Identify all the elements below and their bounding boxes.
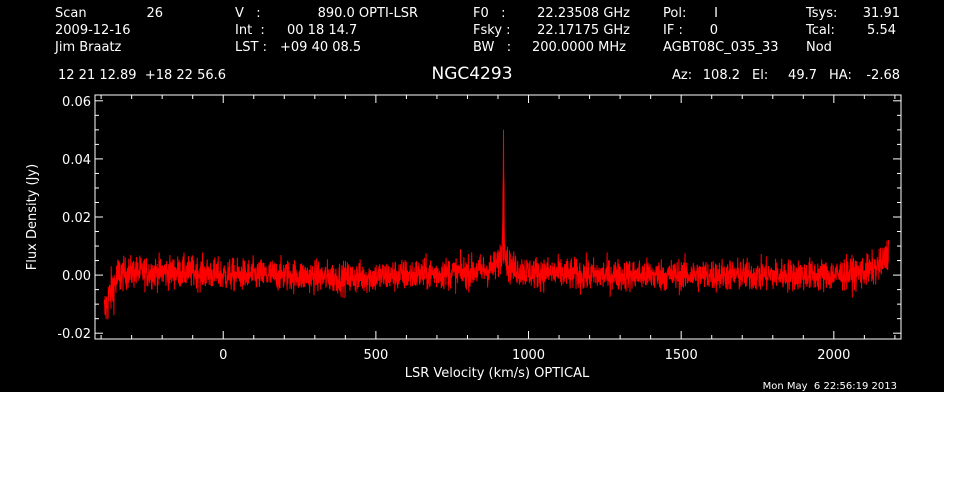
f0-label: F0 : [473, 6, 506, 21]
fsky-label: Fsky : [473, 23, 511, 38]
timestamp-text: Mon May 6 22:56:19 2013 [763, 381, 897, 392]
x-tick-label: 500 [363, 348, 388, 363]
f0-value: 22.23508 GHz [537, 6, 630, 21]
observer-text: Jim Braatz [54, 40, 122, 55]
date-text: 2009-12-16 [55, 23, 131, 38]
y-tick-label: 0.02 [62, 211, 91, 226]
source-title: NGC4293 [431, 64, 512, 84]
spectrum-chart: Scan 26 2009-12-16 Jim Braatz V : 890.0 … [25, 6, 902, 392]
spectrum-series [103, 129, 890, 320]
x-axis-ticks: 0 500 1000 1500 2000 [100, 95, 896, 363]
tcal-value: 5.54 [867, 23, 896, 38]
y-axis-label: Flux Density (Jy) [25, 164, 40, 270]
header-block: Scan 26 2009-12-16 Jim Braatz V : 890.0 … [54, 6, 900, 84]
pol-label: Pol: [663, 6, 686, 21]
x-tick-label: 0 [219, 348, 227, 363]
x-tick-label: 1000 [512, 348, 545, 363]
v-value: 890.0 OPTI-LSR [318, 6, 418, 21]
fsky-value: 22.17175 GHz [537, 23, 630, 38]
x-tick-label: 1500 [665, 348, 698, 363]
coords-text: 12 21 12.89 +18 22 56.6 [58, 68, 226, 83]
ha-value: -2.68 [866, 68, 900, 83]
y-axis-ticks: -0.02 0.00 0.02 0.04 0.06 [57, 95, 901, 342]
mode-text: Nod [806, 40, 832, 55]
plot-frame [94, 94, 902, 340]
v-label: V : [235, 6, 261, 21]
spectrum-line [103, 129, 890, 320]
bw-value: 200.0000 MHz [532, 40, 626, 55]
if-label: IF : [663, 23, 683, 38]
y-tick-label: 0.04 [62, 153, 91, 168]
az-label: Az: [672, 68, 692, 83]
bw-label: BW : [473, 40, 511, 55]
tsys-label: Tsys: [805, 6, 837, 21]
lst-label: LST : [235, 40, 267, 55]
az-value: 108.2 [703, 68, 740, 83]
if-value: 0 [710, 23, 718, 38]
project-text: AGBT08C_035_33 [663, 40, 779, 55]
scan-value: 26 [146, 6, 163, 21]
pol-value: I [714, 6, 718, 21]
y-tick-label: 0.06 [62, 95, 91, 110]
y-tick-label: 0.00 [62, 269, 91, 284]
y-tick-label: -0.02 [57, 327, 91, 342]
x-tick-label: 2000 [817, 348, 850, 363]
tsys-value: 31.91 [863, 6, 900, 21]
spectrum-panel: Scan 26 2009-12-16 Jim Braatz V : 890.0 … [0, 0, 944, 392]
scan-label: Scan [55, 6, 87, 21]
lst-value: +09 40 08.5 [280, 40, 361, 55]
int-label: Int : [235, 23, 265, 38]
tcal-label: Tcal: [805, 23, 835, 38]
int-value: 00 18 14.7 [287, 23, 357, 38]
x-axis-label: LSR Velocity (km/s) OPTICAL [405, 366, 590, 381]
ha-label: HA: [829, 68, 852, 83]
el-label: El: [752, 68, 768, 83]
el-value: 49.7 [788, 68, 817, 83]
